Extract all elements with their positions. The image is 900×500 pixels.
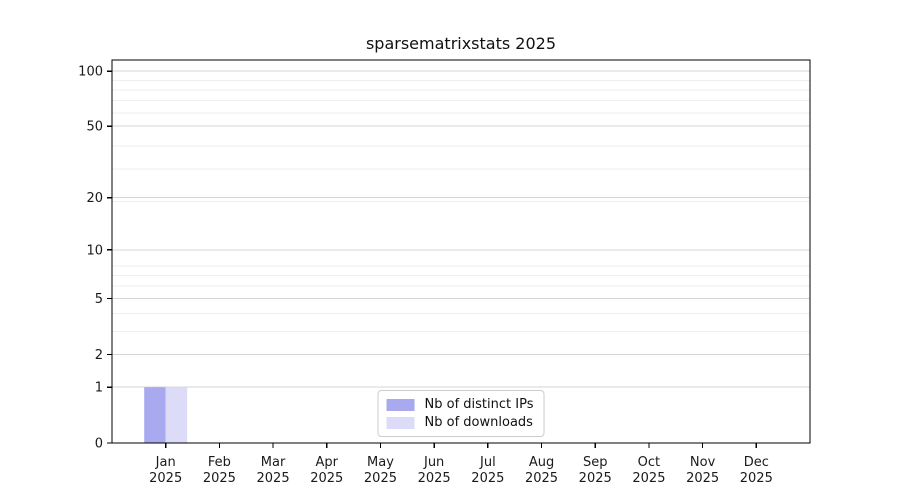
x-tick-label-year: 2025	[310, 471, 343, 486]
x-tick-label-month: Feb	[208, 455, 231, 470]
legend-item-distinct-ips: Nb of distinct IPs	[386, 396, 534, 412]
x-tick-label-month: Nov	[690, 455, 716, 470]
x-tick-label-month: Apr	[316, 455, 339, 470]
axes-frame	[111, 59, 811, 444]
x-tick-label-year: 2025	[471, 471, 504, 486]
y-tick-label: 10	[86, 243, 103, 258]
y-tick-label: 1	[95, 381, 103, 396]
x-tick-label-year: 2025	[740, 471, 773, 486]
bar-distinct-ips-jan	[144, 387, 166, 443]
legend-swatch-downloads-icon	[386, 416, 415, 429]
y-tick-label: 5	[95, 292, 103, 307]
x-tick-label-month: Sep	[583, 455, 608, 470]
x-tick-label-month: Mar	[261, 455, 286, 470]
x-tick-label-year: 2025	[632, 471, 665, 486]
x-tick-label-year: 2025	[364, 471, 397, 486]
x-tick-label-year: 2025	[579, 471, 612, 486]
bar-downloads-jan	[165, 387, 188, 443]
legend-label-downloads: Nb of downloads	[424, 414, 533, 430]
x-tick-label-month: Jan	[155, 455, 176, 470]
x-tick-label-year: 2025	[149, 471, 182, 486]
x-tick-label-month: Oct	[638, 455, 660, 470]
x-tick-label-year: 2025	[257, 471, 290, 486]
y-tick-label: 100	[78, 65, 103, 80]
y-tick-label: 50	[86, 120, 103, 135]
plot-background	[112, 60, 810, 443]
chart-title: sparsematrixstats 2025	[365, 34, 557, 53]
x-tick-label-month: Aug	[529, 455, 554, 470]
legend-swatch-distinct-ips-icon	[386, 398, 415, 411]
x-tick-label-month: Dec	[744, 455, 769, 470]
x-tick-label-year: 2025	[686, 471, 719, 486]
x-tick-label-year: 2025	[203, 471, 236, 486]
x-tick-label-year: 2025	[418, 471, 451, 486]
legend-label-distinct-ips: Nb of distinct IPs	[424, 396, 534, 412]
y-tick-label: 0	[95, 437, 103, 452]
x-tick-label-month: Jul	[479, 455, 496, 470]
legend-item-downloads: Nb of downloads	[386, 414, 534, 430]
x-tick-label-month: May	[367, 455, 394, 470]
legend: Nb of distinct IPs Nb of downloads	[377, 390, 545, 437]
x-tick-label-month: Jun	[423, 455, 444, 470]
y-tick-label: 2	[95, 348, 103, 363]
y-tick-label: 20	[86, 191, 103, 206]
x-tick-label-year: 2025	[525, 471, 558, 486]
